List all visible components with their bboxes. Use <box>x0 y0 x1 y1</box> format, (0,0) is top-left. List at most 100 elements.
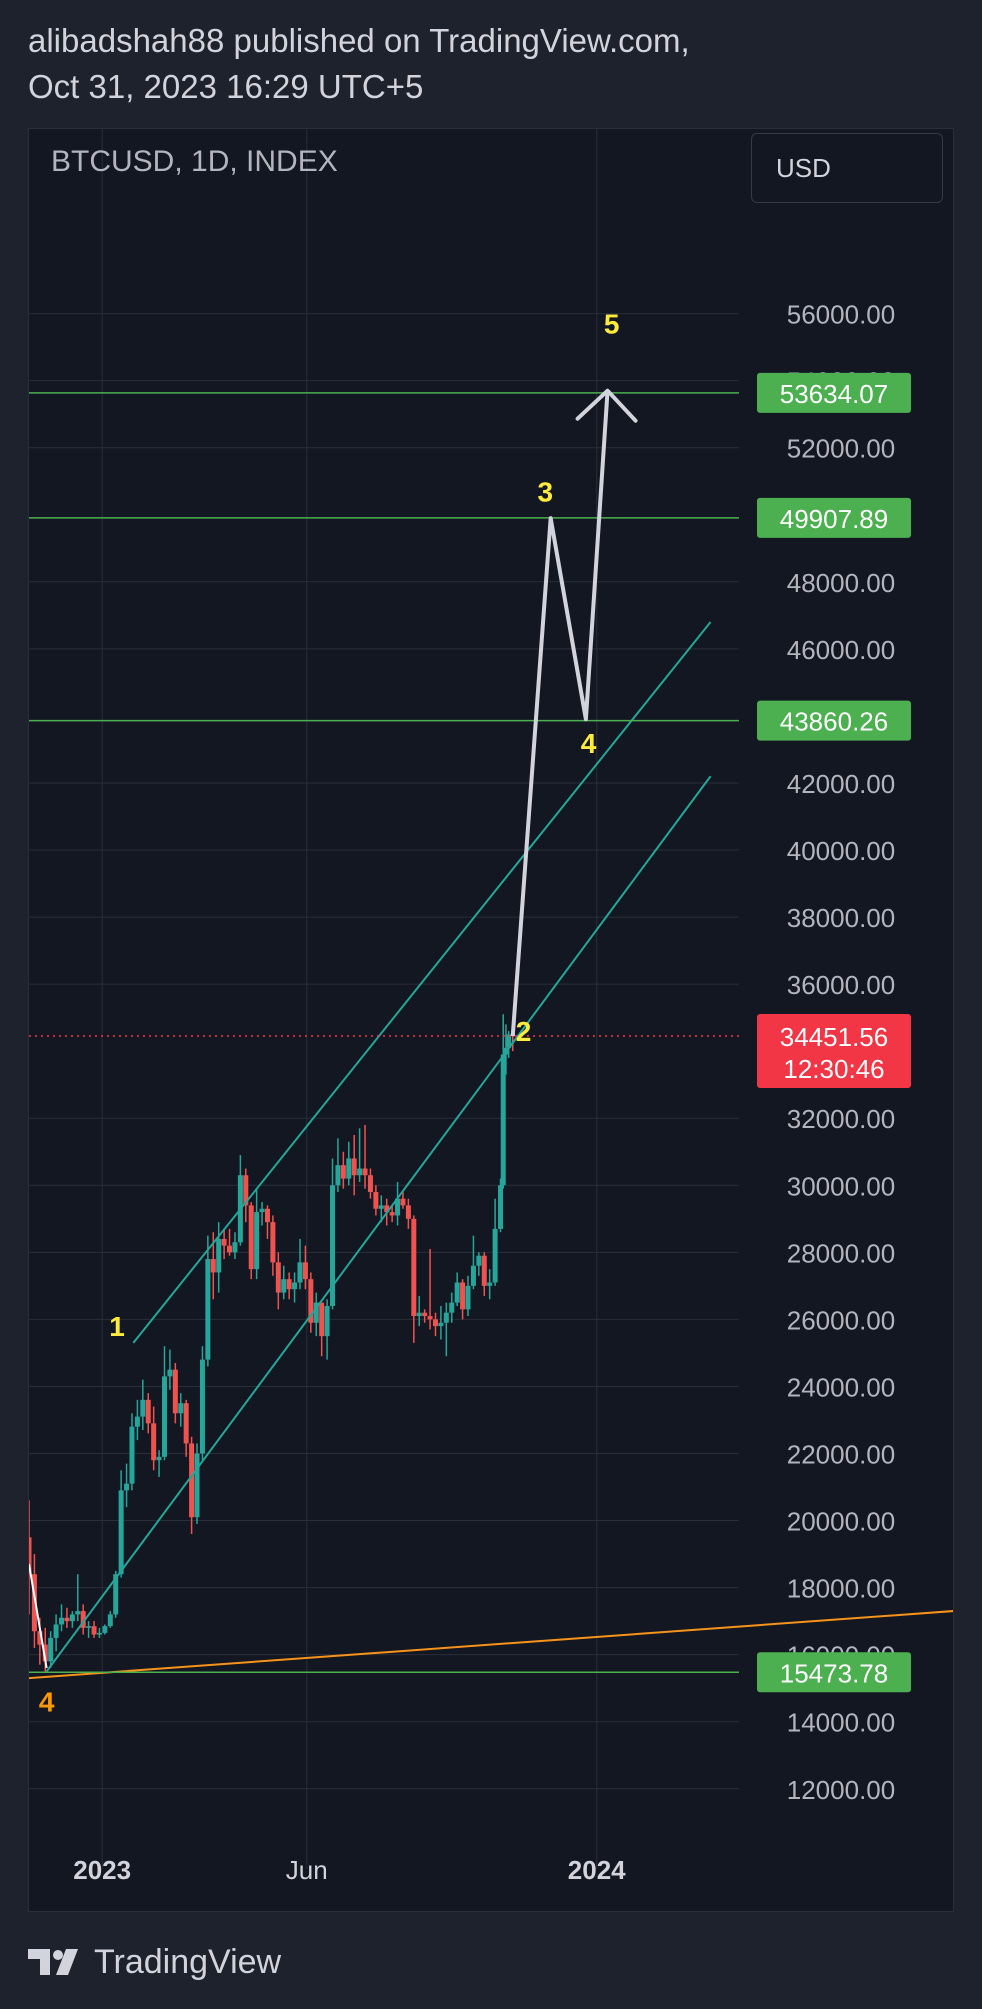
footer-brand[interactable]: TradingView <box>94 1942 282 1981</box>
y-tick-label: 26000.00 <box>787 1305 895 1335</box>
candle-body <box>498 1185 504 1229</box>
candle-body <box>259 1208 265 1213</box>
publication-date-line: Oct 31, 2023 16:29 UTC+5 <box>28 68 424 105</box>
candle-body <box>443 1312 449 1323</box>
candle-body <box>357 1168 363 1176</box>
white-wave-line <box>29 1563 48 1669</box>
y-tick-label: 30000.00 <box>787 1171 895 1201</box>
candle-body <box>487 1282 493 1286</box>
candle-body <box>64 1617 70 1622</box>
candle-body <box>400 1198 406 1206</box>
candle-body <box>297 1262 303 1283</box>
candle-body <box>500 1054 506 1186</box>
candle-body <box>427 1316 433 1320</box>
candle-body <box>107 1614 113 1627</box>
candle-body <box>178 1403 184 1414</box>
current-price-label: 34451.56 <box>780 1022 888 1052</box>
x-tick-label: Jun <box>286 1855 328 1885</box>
level-price-label: 43860.26 <box>780 707 888 737</box>
candle-body <box>189 1443 195 1518</box>
wave-label: 1 <box>109 1311 125 1342</box>
candle-body <box>432 1319 438 1327</box>
candle-body <box>227 1245 233 1253</box>
level-price-badge <box>757 372 911 413</box>
level-price-badge <box>757 497 911 538</box>
candle-body <box>48 1637 54 1662</box>
candle-body <box>384 1205 390 1213</box>
y-tick-label: 48000.00 <box>787 568 895 598</box>
candle-body <box>324 1305 330 1337</box>
candle-body <box>506 1034 512 1048</box>
wave-label: 4 <box>39 1687 55 1718</box>
candle-body <box>96 1632 102 1635</box>
y-tick-label: 12000.00 <box>787 1775 895 1805</box>
y-tick-label: 40000.00 <box>787 836 895 866</box>
candle-body <box>69 1614 75 1622</box>
candle-body <box>124 1483 130 1491</box>
y-tick-label: 38000.00 <box>787 903 895 933</box>
y-tick-label: 42000.00 <box>787 769 895 799</box>
candle-body <box>37 1631 43 1645</box>
chart-panel[interactable]: 56000.0054000.0052000.0048000.0046000.00… <box>28 128 954 1912</box>
level-price-label: 53634.07 <box>780 379 888 409</box>
bar-countdown-label: 12:30:46 <box>783 1054 884 1084</box>
candle-body <box>465 1285 471 1310</box>
candle-body <box>221 1238 227 1246</box>
candle-body <box>113 1574 119 1615</box>
candle-body <box>243 1175 249 1206</box>
y-tick-label: 46000.00 <box>787 635 895 665</box>
candle-body <box>53 1624 59 1638</box>
y-tick-label: 36000.00 <box>787 970 895 1000</box>
candle-body <box>156 1456 162 1461</box>
candle-body <box>42 1644 48 1662</box>
candle-body <box>183 1403 189 1444</box>
level-price-label: 15473.78 <box>780 1658 888 1688</box>
candle-body <box>264 1208 270 1223</box>
orange-trend-line <box>29 1610 953 1680</box>
candle-body <box>140 1399 146 1417</box>
candle-body <box>476 1255 482 1266</box>
candle-body <box>210 1259 216 1273</box>
candle-body <box>340 1165 346 1179</box>
y-tick-label: 32000.00 <box>787 1104 895 1134</box>
x-tick-label: 2023 <box>73 1855 131 1885</box>
candle-body <box>172 1369 178 1414</box>
candles-group <box>29 1014 516 1672</box>
projection-arrow-head <box>575 388 638 423</box>
candle-body <box>346 1158 352 1179</box>
symbol-label: BTCUSD, 1D, INDEX <box>51 145 338 178</box>
wave-label: 3 <box>537 476 553 507</box>
candle-body <box>129 1426 135 1484</box>
candle-body <box>286 1279 292 1290</box>
candle-body <box>351 1158 357 1176</box>
candle-body <box>270 1222 276 1263</box>
channel-upper-line <box>132 621 712 1344</box>
candle-body <box>470 1265 476 1286</box>
price-chart[interactable]: 56000.0054000.0052000.0048000.0046000.00… <box>29 129 954 1912</box>
y-tick-label: 22000.00 <box>787 1439 895 1469</box>
y-tick-label: 28000.00 <box>787 1238 895 1268</box>
candle-body <box>151 1423 157 1461</box>
projection-path <box>510 390 610 1037</box>
candle-body <box>86 1626 92 1628</box>
channel-lower-line <box>45 775 712 1673</box>
level-price-label: 49907.89 <box>780 504 888 534</box>
candle-body <box>378 1205 384 1209</box>
wave-label: 4 <box>581 728 597 759</box>
currency-button[interactable]: USD <box>751 133 943 203</box>
candle-body <box>118 1490 124 1575</box>
candle-body <box>275 1262 281 1293</box>
y-tick-label: 14000.00 <box>787 1708 895 1738</box>
candle-body <box>330 1185 336 1306</box>
tradingview-logo-icon[interactable] <box>28 1947 84 1977</box>
candle-body <box>59 1617 65 1625</box>
candle-body <box>281 1279 287 1293</box>
candle-body <box>167 1369 173 1377</box>
publication-author-line: alibadshah88 published on TradingView.co… <box>28 22 690 59</box>
candle-body <box>438 1322 444 1327</box>
candle-body <box>422 1312 428 1317</box>
candle-body <box>91 1626 97 1635</box>
candle-body <box>416 1312 422 1317</box>
candle-body <box>449 1302 455 1313</box>
candle-body <box>232 1242 238 1253</box>
